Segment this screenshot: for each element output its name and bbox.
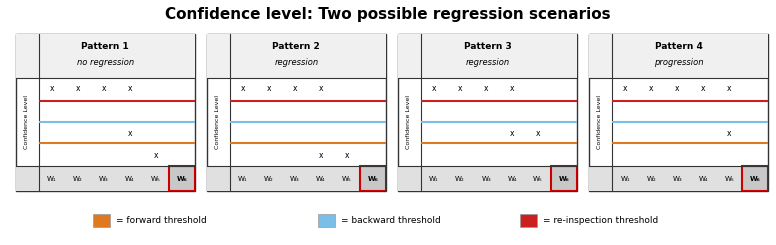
Text: Pattern 4: Pattern 4 (655, 42, 702, 51)
Text: W₄: W₄ (316, 176, 326, 182)
Text: Pattern 3: Pattern 3 (463, 42, 511, 51)
Bar (551, 166, 577, 191)
Text: regression: regression (466, 59, 510, 67)
Text: x: x (701, 84, 705, 93)
Text: x: x (102, 84, 106, 93)
Bar (16, 34, 195, 78)
Bar (397, 166, 577, 191)
Text: W₆: W₆ (368, 176, 379, 182)
Text: x: x (675, 84, 680, 93)
Text: = backward threshold: = backward threshold (341, 216, 442, 225)
Text: x: x (510, 84, 514, 93)
Text: W₁: W₁ (429, 176, 439, 182)
Text: Confidence level: Two possible regression scenarios: Confidence level: Two possible regressio… (165, 7, 611, 22)
Text: x: x (128, 129, 132, 138)
Bar (589, 166, 768, 191)
Text: x: x (431, 84, 436, 93)
Text: W₄: W₄ (125, 176, 135, 182)
Text: x: x (649, 84, 653, 93)
Text: W₅: W₅ (342, 176, 352, 182)
Text: no regression: no regression (77, 59, 133, 67)
Text: = forward threshold: = forward threshold (116, 216, 207, 225)
Text: W₂: W₂ (264, 176, 274, 182)
Text: x: x (510, 129, 514, 138)
Text: Pattern 2: Pattern 2 (272, 42, 320, 51)
Text: x: x (293, 84, 297, 93)
Bar (397, 34, 577, 78)
Text: W₄: W₄ (698, 176, 708, 182)
Text: W₃: W₃ (99, 176, 109, 182)
Bar (16, 166, 195, 191)
Text: W₁: W₁ (47, 176, 57, 182)
Text: W₄: W₄ (508, 176, 517, 182)
Text: x: x (319, 84, 324, 93)
Text: Confidence Level: Confidence Level (597, 95, 601, 149)
Text: x: x (483, 84, 488, 93)
Text: x: x (727, 129, 732, 138)
Text: progression: progression (653, 59, 703, 67)
Text: x: x (267, 84, 272, 93)
Text: W₃: W₃ (481, 176, 491, 182)
Text: x: x (345, 151, 349, 160)
Text: W₁: W₁ (238, 176, 248, 182)
Text: x: x (75, 84, 80, 93)
Text: x: x (623, 84, 627, 93)
Bar (742, 166, 768, 191)
Text: x: x (50, 84, 54, 93)
Text: Confidence Level: Confidence Level (23, 95, 29, 149)
Text: W₆: W₆ (750, 176, 760, 182)
Text: W₂: W₂ (646, 176, 656, 182)
Text: x: x (128, 84, 132, 93)
Text: x: x (536, 129, 540, 138)
Text: Confidence Level: Confidence Level (406, 95, 411, 149)
Bar (589, 34, 768, 78)
Bar (169, 166, 195, 191)
Text: x: x (154, 151, 158, 160)
Text: Pattern 1: Pattern 1 (81, 42, 129, 51)
Text: W₅: W₅ (151, 176, 161, 182)
Bar (360, 166, 386, 191)
Text: x: x (727, 84, 732, 93)
Bar (206, 34, 386, 78)
Text: W₅: W₅ (533, 176, 543, 182)
Text: regression: regression (274, 59, 318, 67)
Text: x: x (241, 84, 245, 93)
Text: x: x (319, 151, 324, 160)
Text: W₁: W₁ (620, 176, 630, 182)
Text: Confidence Level: Confidence Level (215, 95, 220, 149)
Text: W₂: W₂ (456, 176, 465, 182)
Text: W₂: W₂ (73, 176, 83, 182)
Text: W₅: W₅ (724, 176, 734, 182)
Text: W₃: W₃ (290, 176, 300, 182)
Bar (206, 166, 386, 191)
Text: W₆: W₆ (559, 176, 570, 182)
Text: = re-inspection threshold: = re-inspection threshold (543, 216, 659, 225)
Text: W₆: W₆ (177, 176, 187, 182)
Text: x: x (458, 84, 462, 93)
Text: W₃: W₃ (672, 176, 682, 182)
